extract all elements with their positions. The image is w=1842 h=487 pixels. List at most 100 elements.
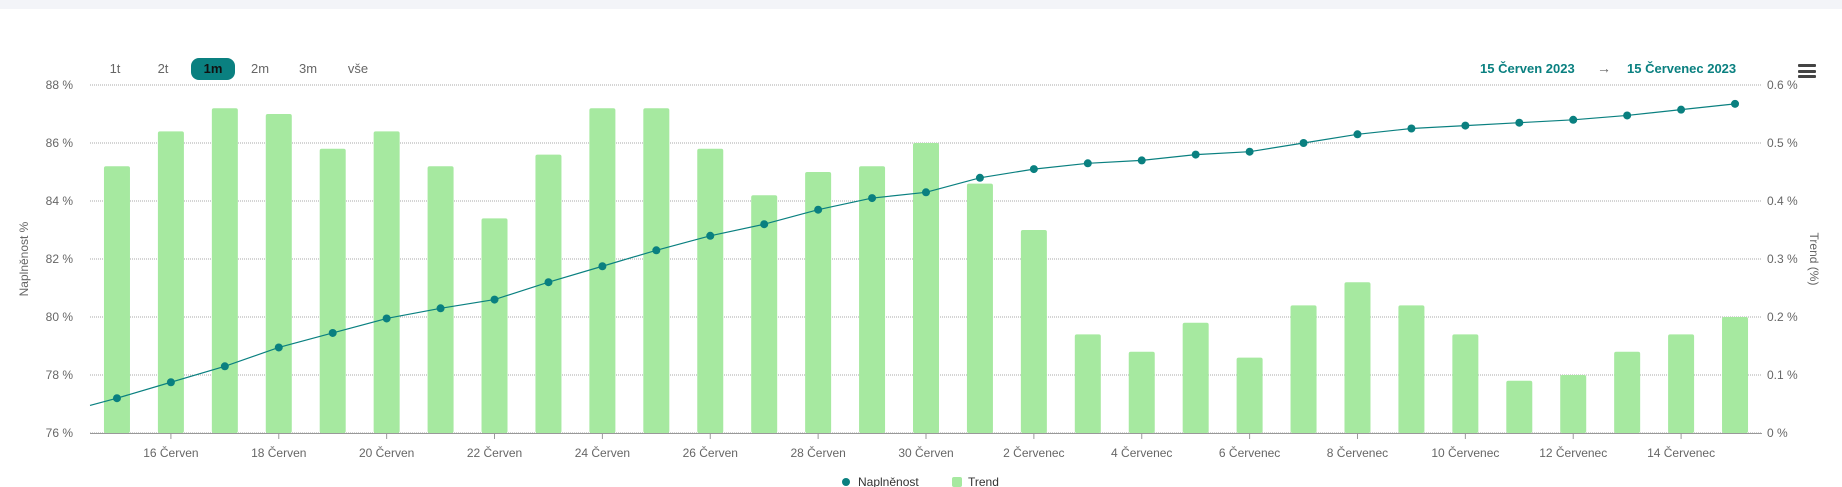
trend-bar <box>1074 334 1101 433</box>
trend-bar <box>1452 334 1479 433</box>
fill-line-point <box>490 295 499 304</box>
trend-bar <box>1020 230 1047 433</box>
legend-label-trend: Trend <box>968 475 999 487</box>
fill-line-point <box>598 262 607 271</box>
trend-bar <box>1614 351 1641 433</box>
range-from-date[interactable]: 15 Červen 2023 <box>1480 61 1575 76</box>
x-tick-label: 16 Červen <box>143 445 198 460</box>
fill-line-point <box>760 220 769 229</box>
fill-line-point <box>328 328 337 337</box>
fill-line-point <box>706 231 715 240</box>
fill-line-point <box>1677 105 1686 114</box>
x-tick-label: 8 Červenec <box>1327 445 1388 460</box>
fill-line-point <box>1191 150 1200 159</box>
trend-bar <box>913 143 939 433</box>
range-button-2m[interactable]: 2m <box>250 61 270 76</box>
y-left-tick-label: 76 % <box>46 426 74 440</box>
fill-line-point <box>220 362 229 371</box>
trend-bar <box>157 131 184 433</box>
trend-bar <box>751 195 778 433</box>
axes: 76 % 0 % 78 % 0.1 % 80 % 0.2 % 82 % 0.3 % 84 % 0.… <box>46 78 1798 460</box>
fill-line-point <box>814 205 823 214</box>
fill-line-point <box>1623 111 1632 120</box>
x-tick-label: 2 Červenec <box>1003 445 1064 460</box>
chart-svg: 76 % 0 % 78 % 0.1 % 80 % 0.2 % 82 % 0.3 % 84 % 0.… <box>17 78 1821 487</box>
fill-line-point <box>1515 118 1524 127</box>
hamburger-menu-icon[interactable] <box>1798 64 1816 78</box>
range-button-1m[interactable]: 1m <box>191 58 235 80</box>
fill-line-point <box>544 278 553 287</box>
range-button-2t[interactable]: 2t <box>157 61 169 76</box>
fill-line-point <box>436 304 445 313</box>
trend-bars <box>103 108 1749 434</box>
fill-line-point <box>1353 130 1362 139</box>
fill-line-point <box>1029 165 1038 174</box>
trend-bar <box>966 183 993 433</box>
x-tick-label: 10 Červenec <box>1431 445 1499 460</box>
legend: Naplněnost Trend <box>842 475 999 487</box>
trend-bar <box>535 154 562 433</box>
trend-bar <box>481 218 508 433</box>
trend-bar <box>1128 351 1155 433</box>
range-button-1t[interactable]: 1t <box>109 61 121 76</box>
y-right-tick-label: 0.6 % <box>1767 78 1798 92</box>
trend-bar <box>103 166 130 433</box>
x-tick-label: 6 Červenec <box>1219 445 1280 460</box>
trend-bar <box>589 108 616 433</box>
legend-line-marker <box>842 478 850 486</box>
y-left-tick-label: 86 % <box>46 136 74 150</box>
y-right-tick-label: 0.1 % <box>1767 368 1798 382</box>
trend-bar <box>1182 322 1209 433</box>
trend-bar <box>805 172 832 433</box>
x-tick-label: 26 Červen <box>683 445 738 460</box>
x-tick-label: 24 Červen <box>575 445 630 460</box>
fill-line-point <box>112 394 121 403</box>
y-left-axis-title: Naplněnost % <box>17 221 31 296</box>
x-tick-label: 18 Červen <box>251 445 306 460</box>
trend-bar <box>427 166 454 433</box>
x-tick-label: 12 Červenec <box>1539 445 1607 460</box>
fill-line-point <box>274 343 283 352</box>
fill-line-point <box>922 188 930 197</box>
fill-line-point <box>1137 156 1146 165</box>
chart-card: 1t 2t 1m 2m 3m vše 15 Červen 2023 → 15 Č… <box>0 9 1842 487</box>
fill-line-point <box>868 194 877 203</box>
trend-bar <box>1668 334 1695 433</box>
fill-line-point <box>382 314 391 323</box>
trend-bar <box>319 148 346 434</box>
fill-line-point <box>1461 121 1470 130</box>
y-right-axis-title: Trend (%) <box>1807 233 1821 286</box>
trend-bar <box>265 114 292 433</box>
x-tick-label: 20 Červen <box>359 445 414 460</box>
x-tick-label: 14 Červenec <box>1647 445 1715 460</box>
y-right-tick-label: 0.4 % <box>1767 194 1798 208</box>
range-button-3m[interactable]: 3m <box>298 61 318 76</box>
range-to-date[interactable]: 15 Červenec 2023 <box>1627 61 1737 76</box>
range-button-all[interactable]: vše <box>347 61 369 76</box>
y-left-tick-label: 78 % <box>46 368 74 382</box>
y-left-tick-label: 80 % <box>46 310 74 324</box>
trend-bar <box>1722 317 1749 433</box>
y-right-tick-label: 0.2 % <box>1767 310 1798 324</box>
fill-line-point <box>166 378 175 387</box>
y-right-tick-label: 0.3 % <box>1767 252 1798 266</box>
fill-line-point <box>975 173 984 182</box>
fill-line-point <box>1083 159 1092 168</box>
trend-bar <box>373 131 400 433</box>
fill-line-point <box>1569 115 1578 124</box>
legend-label-fill: Naplněnost <box>858 475 919 487</box>
y-right-tick-label: 0.5 % <box>1767 136 1798 150</box>
trend-bar <box>1344 282 1371 433</box>
fill-line-point <box>1731 99 1740 108</box>
fill-line-point <box>652 246 661 255</box>
trend-bar <box>211 108 238 433</box>
range-arrow: → <box>1597 60 1611 76</box>
trend-bar <box>1398 305 1425 433</box>
trend-bar <box>1560 375 1587 433</box>
trend-bar <box>1290 305 1317 433</box>
fill-line-point <box>1245 147 1254 156</box>
y-left-tick-label: 84 % <box>46 194 74 208</box>
x-tick-label: 4 Červenec <box>1111 445 1172 460</box>
fill-line-series <box>89 99 1740 407</box>
fill-line-point <box>1299 139 1308 147</box>
